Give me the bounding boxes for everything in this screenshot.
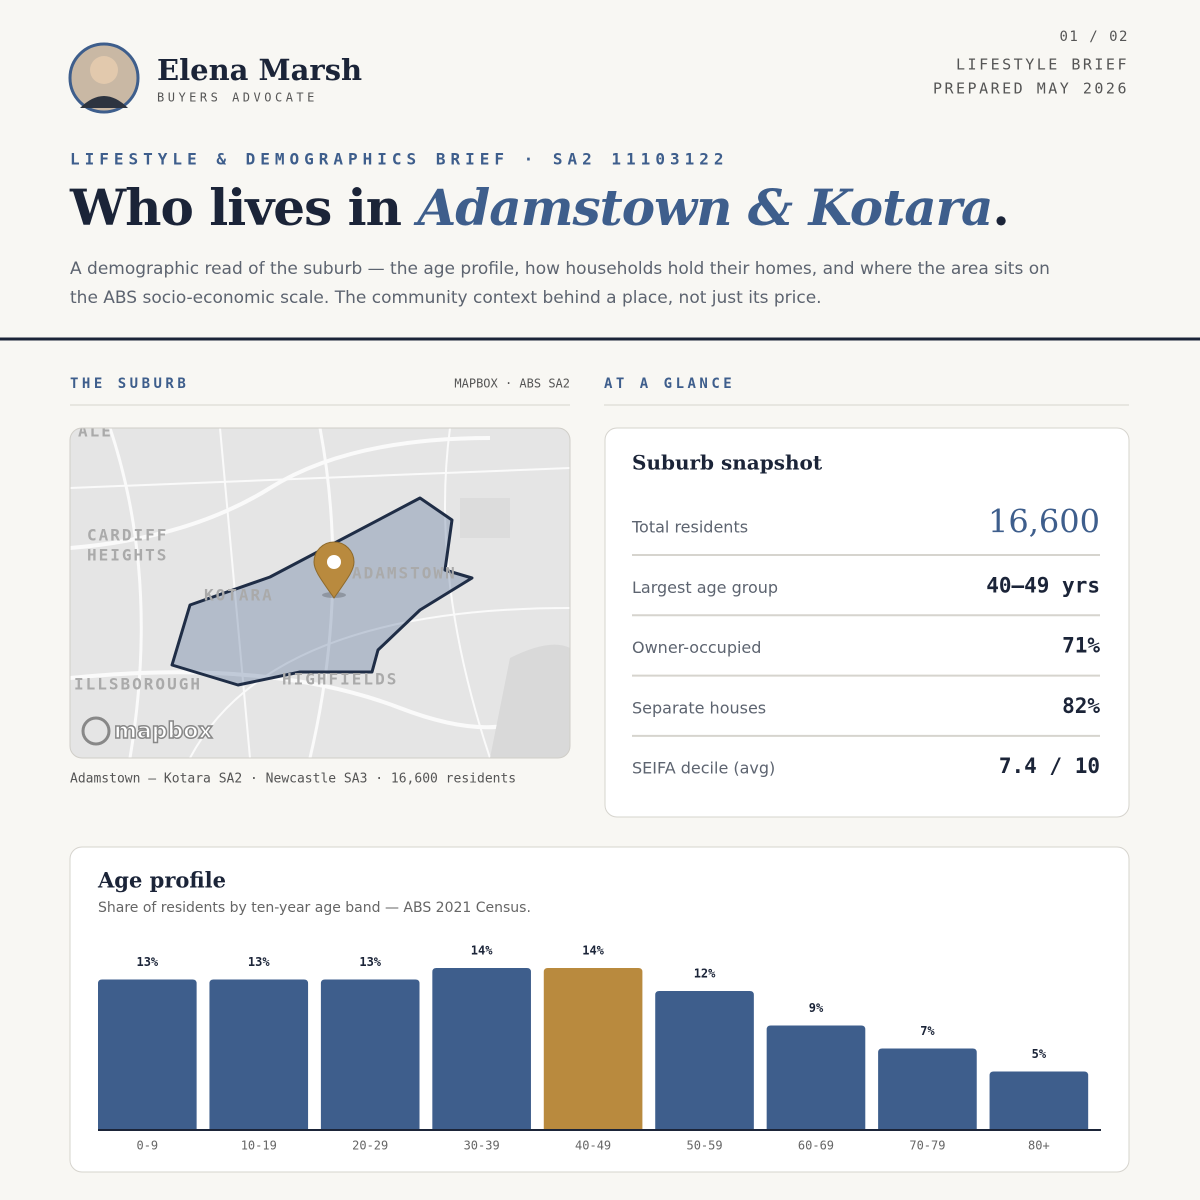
intro: A demographic read of the suburb — the a… <box>70 259 1050 308</box>
pin-dot <box>327 555 341 569</box>
row-label: Owner-occupied <box>632 638 761 657</box>
bar <box>543 968 643 1129</box>
value-label: 13% <box>248 955 270 969</box>
map-frame <box>69 427 571 759</box>
row-value: 16,600 <box>988 503 1100 541</box>
value-label: 13% <box>359 955 381 969</box>
x-tick-label: 20-29 <box>352 1139 388 1153</box>
bar <box>878 1048 977 1129</box>
row-label: Total residents <box>631 518 748 537</box>
eyebrow: LIFESTYLE & DEMOGRAPHICS BRIEF · SA2 111… <box>70 150 728 169</box>
x-tick-label: 60-69 <box>798 1139 834 1153</box>
headline: Who lives in Adamstown & Kotara. <box>69 178 1009 237</box>
map-attribution: mapbox <box>114 719 213 744</box>
map-label: ALE <box>78 422 113 441</box>
bar <box>320 979 420 1129</box>
bar <box>766 1025 866 1129</box>
row-label: Separate houses <box>632 698 766 717</box>
x-tick-label: 50-59 <box>686 1139 722 1153</box>
row-value: 71% <box>1062 634 1100 658</box>
x-tick-label: 30-39 <box>464 1139 500 1153</box>
mapbox-logo <box>81 716 111 746</box>
section-heading: THE SUBURB <box>70 376 189 392</box>
headline-lead: Who lives in <box>69 178 417 237</box>
value-label: 13% <box>136 955 158 969</box>
advocate-role: BUYERS ADVOCATE <box>157 91 318 105</box>
value-label: 14% <box>471 944 493 958</box>
row-label: SEIFA decile (avg) <box>632 759 775 778</box>
intro-box: A demographic read of the suburb — the a… <box>70 259 1050 308</box>
headline-end: . <box>992 178 1008 237</box>
bar <box>432 968 531 1129</box>
value-label: 9% <box>809 1001 824 1015</box>
map-label: HEIGHTS <box>87 546 168 565</box>
prepared-date: PREPARED MAY 2026 <box>933 80 1129 98</box>
chart-title: Age profile <box>97 868 226 893</box>
bar <box>989 1071 1089 1129</box>
map-label: ILLSBOROUGH <box>74 675 202 694</box>
headline-place: Adamstown & Kotara <box>413 178 992 237</box>
card-title: Suburb snapshot <box>632 451 823 475</box>
park <box>490 644 570 758</box>
snapshot-card <box>604 427 1130 818</box>
map-source: MAPBOX · ABS SA2 <box>454 377 570 391</box>
bar <box>98 979 197 1129</box>
value-label: 7% <box>920 1024 935 1038</box>
value-label: 5% <box>1032 1047 1047 1061</box>
map: ALE CARDIFF HEIGHTS KOTARA ADAMSTOWN ILL… <box>69 422 571 759</box>
chart-subtitle: Share of residents by ten-year age band … <box>98 900 531 916</box>
location-pin <box>313 541 355 599</box>
bar <box>655 991 754 1129</box>
map-label: ADAMSTOWN <box>352 564 457 583</box>
x-tick-label: 40-49 <box>575 1139 611 1153</box>
section-heading: AT A GLANCE <box>604 376 735 392</box>
avatar-body <box>80 96 128 108</box>
row-value: 40–49 yrs <box>986 573 1100 597</box>
avatar-face <box>90 56 118 84</box>
park <box>460 498 510 538</box>
x-tick-label: 80+ <box>1028 1139 1050 1153</box>
suburb-boundary <box>170 496 474 687</box>
doc-type: LIFESTYLE BRIEF <box>956 56 1129 74</box>
x-tick-label: 0-9 <box>136 1139 158 1153</box>
row-label: Largest age group <box>632 578 778 597</box>
value-label: 14% <box>582 944 604 958</box>
row-value: 7.4 / 10 <box>999 754 1100 778</box>
map-label: KOTARA <box>204 586 274 605</box>
page-number: 01 / 02 <box>1059 29 1129 45</box>
map-label: CARDIFF <box>87 526 168 545</box>
map-label: HIGHFIELDS <box>282 670 398 689</box>
map-caption: Adamstown – Kotara SA2 · Newcastle SA3 ·… <box>70 772 516 787</box>
row-value: 82% <box>1062 694 1100 718</box>
value-label: 12% <box>694 967 716 981</box>
bar <box>209 979 309 1129</box>
advocate-name: Elena Marsh <box>157 53 362 87</box>
x-tick-label: 70-79 <box>909 1139 945 1153</box>
x-tick-label: 10-19 <box>241 1139 277 1153</box>
